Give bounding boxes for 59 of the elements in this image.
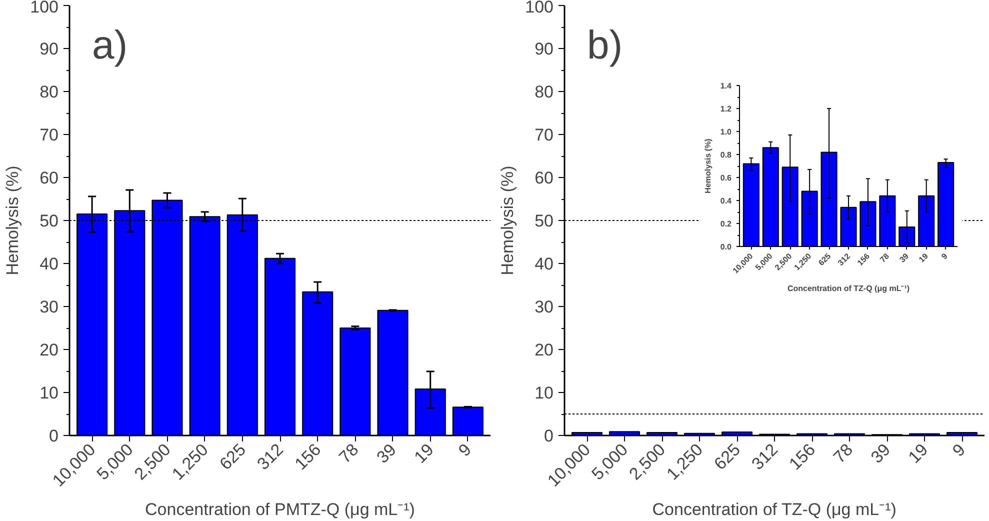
y-tick-label: 20 [534, 340, 554, 360]
x-tick-label: 312 [254, 440, 288, 474]
y-tick-label: 60 [534, 168, 554, 188]
x-tick-label: 9 [940, 251, 950, 262]
y-tick-label: 10 [534, 384, 554, 402]
y-tick-label: 1.4 [720, 82, 732, 90]
y-tick-label: 100 [525, 0, 554, 16]
y-tick-label: 80 [40, 82, 59, 102]
x-tick-label: 39 [898, 251, 911, 264]
x-tick-label: 19 [410, 440, 438, 467]
y-tick-label: 70 [40, 126, 59, 144]
x-tick-label: 78 [335, 440, 362, 467]
y-tick-label: 20 [40, 340, 59, 360]
y-tick-label: 30 [534, 298, 554, 316]
x-tick-label: 625 [816, 251, 833, 268]
y-axis-title: Hemolysis (%) [3, 166, 22, 276]
y-tick-label: 0.4 [720, 196, 732, 206]
x-axis-title: Concentration of TZ-Q (μg mL⁻¹) [787, 284, 910, 294]
y-tick-label: 1.2 [720, 104, 732, 114]
x-tick-label: 19 [917, 251, 930, 264]
y-tick-label: 50 [40, 212, 59, 230]
y-tick-label: 0 [544, 426, 554, 446]
y-tick-label: 70 [534, 126, 554, 144]
x-tick-label: 39 [867, 440, 894, 467]
annotation: a) [92, 24, 128, 68]
y-tick-label: 30 [40, 298, 59, 316]
y-tick-label: 0.0 [720, 242, 732, 252]
y-tick-label: 0 [49, 426, 59, 446]
y-tick-label: 80 [534, 82, 554, 102]
y-tick-label: 40 [534, 254, 554, 274]
x-tick-label: 39 [373, 440, 400, 467]
y-tick-label: 1.0 [720, 128, 732, 136]
x-tick-label: 156 [786, 440, 820, 474]
y-tick-label: 10 [40, 384, 59, 402]
x-tick-label: 156 [291, 440, 325, 474]
x-axis-title: Concentration of PMTZ-Q (μg mL⁻¹) [145, 500, 415, 519]
x-tick-label: 156 [856, 251, 872, 268]
x-tick-label: 9 [948, 440, 970, 460]
y-tick-label: 0.6 [720, 174, 732, 182]
x-tick-label: 625 [216, 440, 250, 474]
y-tick-label: 90 [534, 40, 554, 58]
y-axis-title: Hemolysis (%) [498, 166, 518, 276]
x-tick-label: 312 [836, 251, 852, 268]
y-tick-label: 0.8 [720, 150, 732, 160]
x-tick-label: 312 [748, 440, 782, 474]
y-axis-title: Hemolysis (%) [703, 138, 712, 194]
y-tick-label: 90 [40, 40, 59, 58]
x-tick-label: 19 [904, 440, 932, 467]
x-tick-label: 625 [710, 440, 744, 474]
x-tick-label: 9 [454, 440, 476, 460]
y-tick-label: 50 [534, 212, 554, 230]
y-tick-label: 40 [40, 254, 59, 274]
y-tick-label: 100 [30, 0, 59, 16]
x-tick-label: 78 [830, 440, 857, 467]
y-tick-label: 60 [40, 168, 59, 188]
annotation: b) [587, 24, 623, 68]
x-axis-title: Concentration of TZ-Q (μg mL⁻¹) [652, 500, 896, 519]
x-tick-label: 78 [878, 251, 892, 264]
y-tick-label: 0.2 [720, 220, 732, 228]
